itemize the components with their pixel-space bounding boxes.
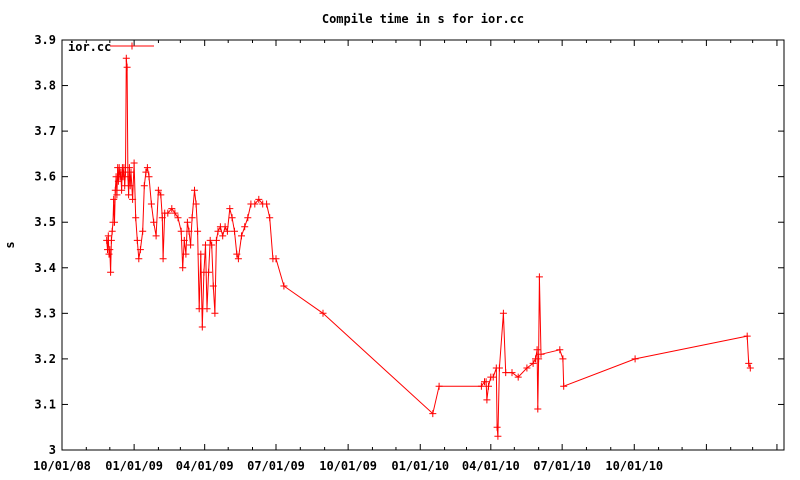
x-tick-label: 10/01/08 <box>33 459 91 473</box>
y-tick-label: 3.5 <box>34 215 56 229</box>
x-tick-label: 01/01/09 <box>105 459 163 473</box>
x-tick-label: 04/01/10 <box>462 459 520 473</box>
y-axis-tick-labels: 3 3.1 3.2 3.3 3.4 3.5 3.6 3.7 3.8 3.9 <box>34 33 56 457</box>
x-axis-minor-ticks <box>85 40 754 450</box>
x-axis-major-ticks <box>61 40 778 450</box>
data-point-markers <box>103 54 754 440</box>
x-tick-label: 07/01/09 <box>247 459 305 473</box>
legend: ior.cc <box>68 40 154 54</box>
y-tick-label: 3.8 <box>34 79 56 93</box>
data-series-line <box>106 58 751 437</box>
x-tick-label: 04/01/09 <box>176 459 234 473</box>
y-tick-label: 3.2 <box>34 352 56 366</box>
y-axis-ticks <box>62 39 784 451</box>
legend-sample-marker <box>128 42 136 50</box>
x-tick-label: 10/01/10 <box>605 459 663 473</box>
x-tick-label: 10/01/09 <box>319 459 377 473</box>
y-tick-label: 3.9 <box>34 33 56 47</box>
x-tick-label: 07/01/10 <box>533 459 591 473</box>
y-tick-label: 3.3 <box>34 306 56 320</box>
y-tick-label: 3 <box>49 443 56 457</box>
legend-series-label: ior.cc <box>68 40 111 54</box>
plot-border <box>61 39 785 451</box>
y-tick-label: 3.1 <box>34 397 56 411</box>
y-tick-label: 3.7 <box>34 124 56 138</box>
y-tick-label: 3.6 <box>34 170 56 184</box>
chart-title: Compile time in s for ior.cc <box>322 12 524 26</box>
y-axis-label: s <box>3 241 17 248</box>
data-series-layer <box>103 54 754 440</box>
axes-layer: 10/01/08 01/01/09 04/01/09 07/01/09 10/01/09… <box>33 33 785 473</box>
x-axis-tick-labels: 10/01/08 01/01/09 04/01/09 07/01/09 10/01/09… <box>33 459 663 473</box>
x-tick-label: 01/01/10 <box>391 459 449 473</box>
y-tick-label: 3.4 <box>34 261 56 275</box>
